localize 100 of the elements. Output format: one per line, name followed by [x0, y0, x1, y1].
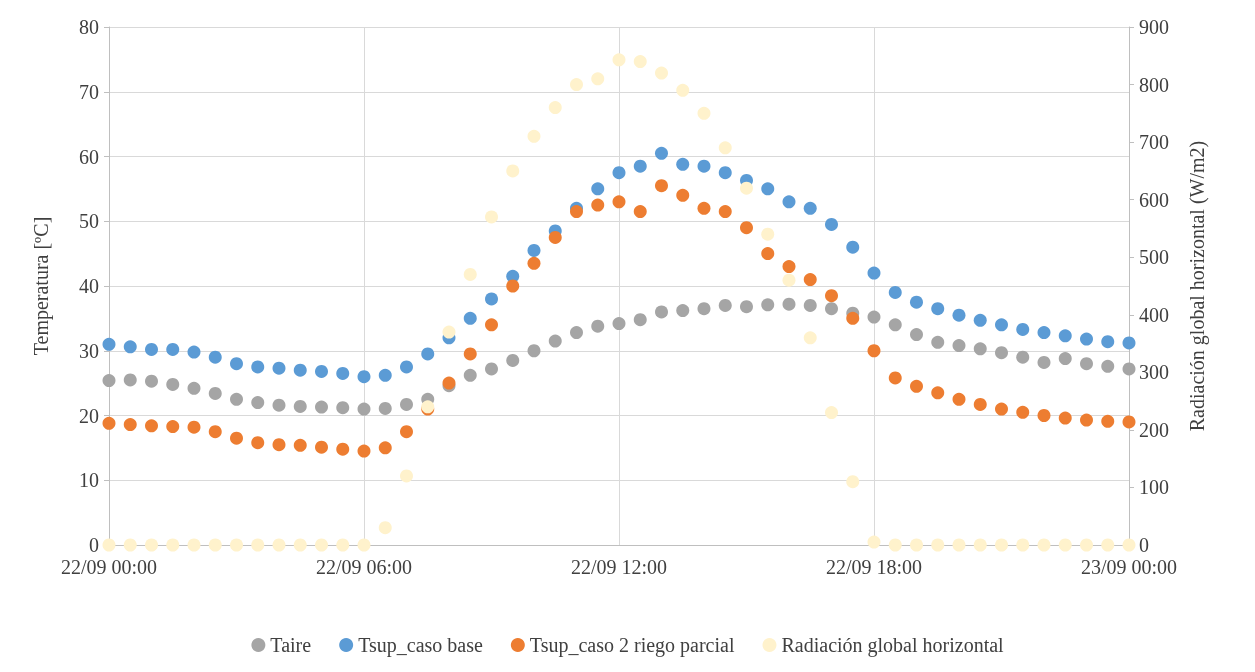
- point: [1016, 405, 1030, 419]
- point: [102, 416, 116, 430]
- point: [400, 398, 413, 411]
- point: [378, 401, 392, 415]
- point: [570, 326, 583, 340]
- point: [952, 538, 966, 552]
- point: [1080, 357, 1093, 371]
- point: [272, 438, 286, 452]
- point: [888, 285, 902, 299]
- point: [187, 538, 201, 552]
- point: [145, 419, 158, 433]
- point: [825, 289, 838, 303]
- point: [1016, 350, 1030, 364]
- point: [803, 298, 817, 312]
- point: [1058, 352, 1072, 366]
- point: [463, 347, 477, 361]
- point: [718, 298, 732, 312]
- point: [527, 243, 541, 257]
- point: [145, 342, 158, 356]
- point: [357, 444, 371, 458]
- point: [187, 345, 201, 359]
- point: [676, 304, 690, 318]
- point: [782, 260, 796, 274]
- point: [315, 440, 328, 454]
- point: [293, 438, 307, 452]
- point: [102, 374, 116, 388]
- point: [548, 101, 562, 115]
- point: [463, 368, 477, 382]
- point: [230, 392, 243, 406]
- y2-tick-label: 0: [1139, 534, 1149, 556]
- x-tick-label: 22/09 00:00: [60, 556, 158, 578]
- point: [931, 302, 945, 316]
- y2-tick-label: 600: [1139, 188, 1169, 211]
- legend-label: Tsup_caso 2 riego parcial: [529, 634, 735, 657]
- point: [591, 72, 605, 86]
- point: [336, 401, 350, 415]
- point: [123, 418, 137, 432]
- point: [123, 373, 137, 387]
- point: [357, 538, 371, 552]
- point: [888, 371, 902, 385]
- point: [718, 141, 732, 155]
- point: [633, 313, 647, 327]
- point: [761, 247, 775, 261]
- point: [591, 319, 605, 333]
- point: [527, 129, 541, 143]
- point: [1037, 409, 1051, 422]
- point: [697, 106, 711, 120]
- point: [272, 538, 286, 552]
- point: [570, 205, 583, 219]
- y-axis-title: Temperatura [ºC]: [30, 216, 53, 356]
- point: [718, 166, 732, 180]
- point: [740, 300, 753, 314]
- point: [973, 342, 987, 356]
- point: [421, 347, 435, 361]
- point: [612, 317, 626, 331]
- point: [995, 318, 1008, 332]
- point: [251, 538, 265, 552]
- point: [761, 227, 775, 241]
- point: [378, 521, 392, 535]
- point: [230, 357, 243, 371]
- point: [1037, 355, 1051, 369]
- point: [612, 166, 626, 180]
- point: [166, 342, 180, 356]
- x-tick-label: 22/09 06:00: [315, 556, 413, 578]
- point: [570, 78, 583, 92]
- point: [655, 179, 668, 193]
- point: [208, 425, 222, 439]
- point: [655, 305, 668, 319]
- point: [166, 377, 180, 391]
- y2-tick-label: 100: [1139, 476, 1169, 499]
- point: [676, 83, 690, 97]
- point: [825, 217, 838, 231]
- point: [633, 55, 647, 69]
- point: [910, 379, 923, 393]
- point: [591, 182, 605, 196]
- point: [846, 311, 860, 325]
- point: [357, 370, 371, 384]
- point: [973, 538, 987, 552]
- point: [315, 400, 328, 414]
- point: [293, 538, 307, 552]
- y2-tick-label: 700: [1139, 131, 1169, 154]
- point: [1101, 359, 1115, 373]
- point: [1122, 538, 1136, 552]
- y2-tick-label: 800: [1139, 73, 1169, 96]
- point: [485, 318, 498, 332]
- point: [442, 325, 456, 339]
- point: [697, 302, 711, 316]
- y-tick-label: 70: [79, 80, 99, 103]
- point: [846, 240, 860, 254]
- point: [251, 436, 265, 450]
- point: [166, 538, 180, 552]
- point: [973, 398, 987, 411]
- y-tick-label: 40: [79, 275, 99, 297]
- point: [1101, 414, 1115, 428]
- point: [995, 346, 1008, 360]
- point: [166, 420, 180, 433]
- point: [251, 360, 265, 374]
- point: [612, 195, 626, 209]
- point: [1016, 538, 1030, 552]
- legend-label: Taire: [270, 634, 312, 656]
